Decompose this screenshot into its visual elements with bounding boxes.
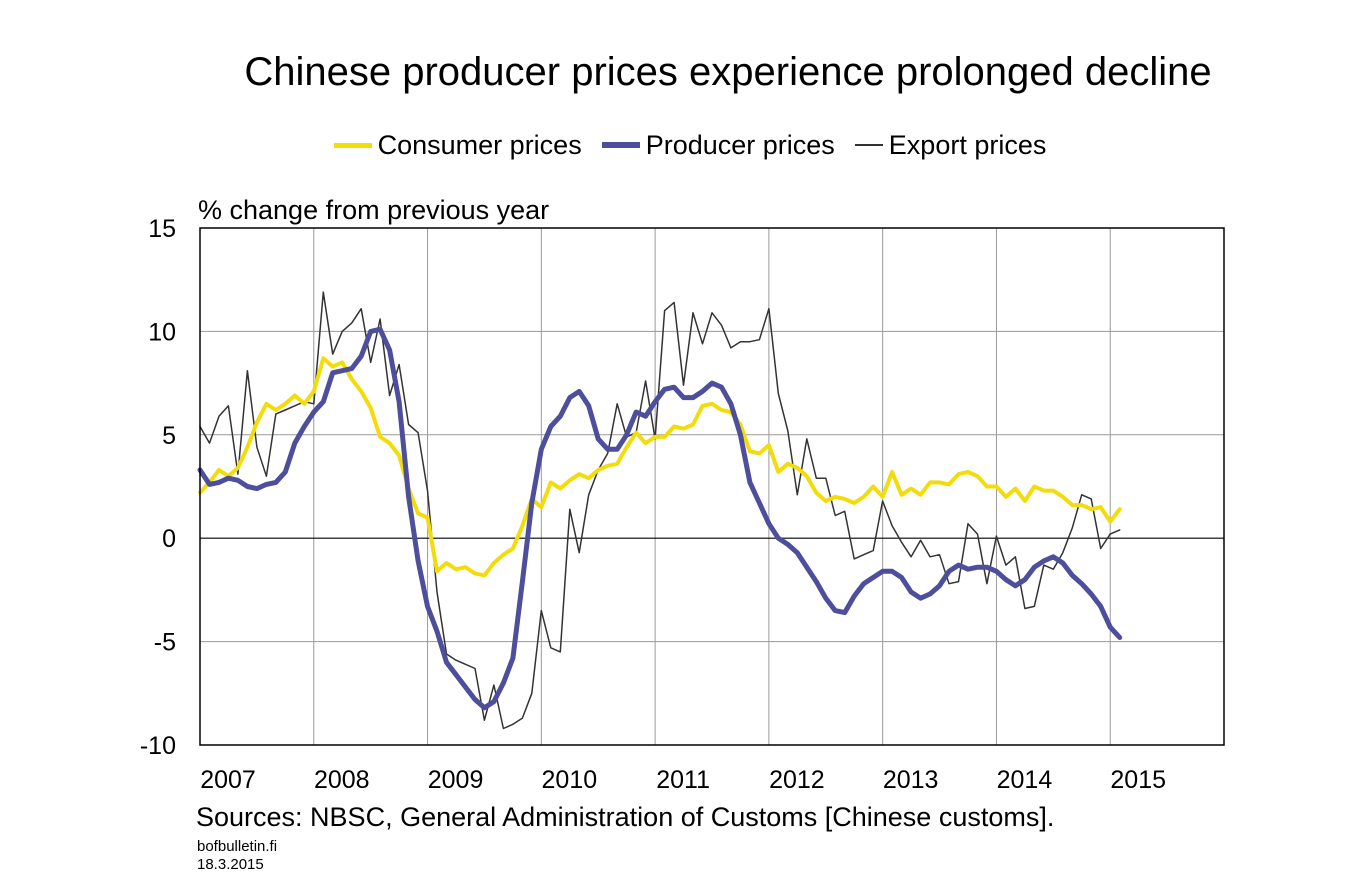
- legend-item-producer-prices: Producer prices: [601, 128, 835, 162]
- y-tick-label: -5: [154, 629, 176, 657]
- legend-label-export-prices: Export prices: [888, 130, 1047, 160]
- publication-date: 18.3.2015: [197, 856, 264, 873]
- y-tick-label: 5: [162, 422, 176, 450]
- y-tick-label: 10: [148, 318, 176, 346]
- y-tick-label: -10: [140, 732, 176, 760]
- legend-label-consumer-prices: Consumer prices: [377, 130, 582, 160]
- legend-swatch-producer-prices: [601, 142, 640, 148]
- y-tick-label: 15: [148, 215, 176, 243]
- y-tick-label: 0: [162, 525, 176, 553]
- x-tick-label: 2011: [656, 766, 710, 794]
- chart-title: Chinese producer prices experience prolo…: [244, 50, 1212, 94]
- legend-swatch-consumer-prices: [333, 142, 372, 148]
- x-tick-label: 2014: [997, 766, 1053, 794]
- x-tick-label: 2012: [769, 766, 825, 794]
- plot-area: [200, 228, 1224, 745]
- site-name: bofbulletin.fi: [197, 838, 278, 855]
- sources-note: Sources: NBSC, General Administration of…: [196, 802, 1055, 832]
- x-tick-label: 2007: [200, 766, 256, 794]
- x-tick-label: 2010: [542, 766, 598, 794]
- y-axis-label: % change from previous year: [198, 195, 550, 225]
- legend: Consumer prices Producer prices Export p…: [0, 128, 1347, 162]
- legend-item-consumer-prices: Consumer prices: [333, 128, 582, 162]
- plot-frame: [199, 227, 1225, 746]
- legend-swatch-export-prices: [854, 144, 883, 146]
- x-tick-label: 2015: [1110, 766, 1166, 794]
- series-line-export-prices: [199, 291, 1121, 730]
- series-line-producer-prices: [197, 326, 1123, 711]
- legend-item-export-prices: Export prices: [854, 128, 1047, 162]
- legend-label-producer-prices: Producer prices: [645, 130, 835, 160]
- series-line-consumer-prices: [198, 356, 1122, 578]
- x-tick-label: 2013: [883, 766, 939, 794]
- x-tick-label: 2008: [314, 766, 370, 794]
- x-tick-label: 2009: [428, 766, 484, 794]
